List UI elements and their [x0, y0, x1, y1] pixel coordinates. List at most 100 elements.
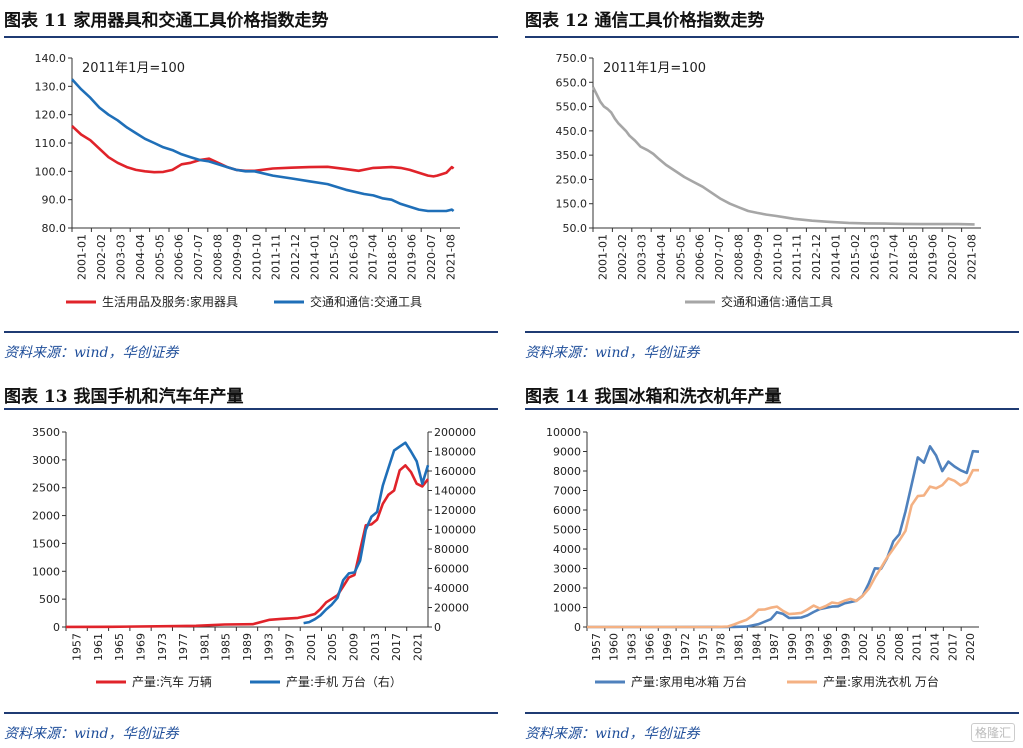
y-tick-label: 2500 [32, 482, 60, 495]
x-tick-label: 1984 [750, 633, 763, 661]
series-line [71, 78, 455, 213]
x-tick-label: 2002-02 [95, 234, 108, 280]
source-note: 资料来源：wind，华创证券 [525, 726, 700, 742]
x-tick-label: 2015-02 [328, 234, 341, 280]
y-tick-label: 1500 [32, 537, 60, 550]
x-tick-label: 2009-09 [752, 234, 765, 280]
y-tick-label: 7000 [553, 485, 581, 498]
y2-tick-label: 200000 [434, 426, 476, 439]
x-tick-label: 1999 [839, 633, 852, 661]
x-tick-label: 2004-04 [655, 234, 668, 280]
x-tick-label: 1989 [241, 633, 254, 661]
x-tick-label: 2003-03 [115, 234, 128, 280]
x-tick-label: 1993 [804, 633, 817, 661]
x-tick-label: 2008 [893, 633, 906, 661]
series-line [587, 445, 980, 629]
legend-label: 生活用品及服务:家用器具 [102, 294, 238, 309]
y2-tick-label: 60000 [434, 563, 469, 576]
x-tick-label: 1997 [284, 633, 297, 661]
x-tick-label: 2014 [928, 633, 941, 661]
y-tick-label: 3000 [553, 563, 581, 576]
y-tick-label: 2000 [32, 510, 60, 523]
y-tick-label: 130.0 [35, 80, 67, 93]
y2-tick-label: 80000 [434, 543, 469, 556]
x-tick-label: 2005 [875, 633, 888, 661]
x-tick-label: 2014-01 [309, 234, 322, 280]
panel-phone-car-output: 图表 13 我国手机和汽车年产量 0 500 1000 1500 2000 2500 300… [4, 378, 498, 746]
title-rule [4, 36, 498, 38]
x-tick-label: 2004-04 [134, 234, 147, 280]
x-tick-label: 2009 [347, 633, 360, 661]
x-tick-label: 2009-09 [231, 234, 244, 280]
y-tick-label: 6000 [553, 504, 581, 517]
y-tick-label: 2000 [553, 582, 581, 595]
y-tick-label: 4000 [553, 543, 581, 556]
y-tick-label: 250.0 [556, 173, 588, 186]
x-tick-label: 1963 [626, 633, 639, 661]
y-tick-label: 9000 [553, 446, 581, 459]
y2-tick-label: 100000 [434, 524, 476, 537]
x-tick-label: 2003-03 [636, 234, 649, 280]
y-tick-label: 1000 [553, 602, 581, 615]
watermark-logo: 格隆汇 [970, 723, 1015, 742]
x-tick-label: 2017 [390, 633, 403, 661]
chart-price-index-telecom: 50.0 150.0 250.0 350.0 450.0 550.0 650.0 750.0 2… [556, 52, 981, 309]
title-rule [4, 408, 498, 410]
x-tick-label: 2011-11 [270, 234, 283, 280]
x-tick-label: 1965 [113, 633, 126, 661]
y-tick-label: 5000 [553, 524, 581, 537]
panel-title: 图表 13 我国手机和汽车年产量 [4, 387, 244, 407]
x-tick-label: 2012-12 [810, 234, 823, 280]
y-tick-label: 10000 [546, 426, 581, 439]
source-note: 资料来源：wind，华创证券 [525, 345, 700, 361]
x-tick-label: 2011-11 [791, 234, 804, 280]
x-tick-label: 1975 [697, 633, 710, 661]
x-tick-label: 2017 [946, 633, 959, 661]
x-tick-label: 2010-10 [771, 234, 784, 280]
y-tick-label: 110.0 [35, 137, 67, 150]
x-tick-label: 2010-10 [250, 234, 263, 280]
y2-tick-label: 140000 [434, 485, 476, 498]
panel-title: 图表 14 我国冰箱和洗衣机年产量 [525, 387, 782, 407]
x-tick-label: 2015-02 [849, 234, 862, 280]
x-tick-label: 1987 [768, 633, 781, 661]
legend-label: 产量:汽车 万辆 [132, 674, 212, 689]
x-tick-label: 2007-07 [713, 234, 726, 280]
x-tick-label: 1957 [590, 633, 603, 661]
x-tick-label: 1972 [679, 633, 692, 661]
x-tick-label: 1981 [732, 633, 745, 661]
x-tick-label: 2008-08 [212, 234, 225, 280]
x-tick-label: 2002-02 [616, 234, 629, 280]
panel-title: 图表 11 家用器具和交通工具价格指数走势 [4, 11, 329, 31]
x-tick-label: 2008-08 [733, 234, 746, 280]
x-tick-label: 2001-01 [76, 234, 89, 280]
y-tick-label: 150.0 [556, 198, 588, 211]
y-tick-label: 1000 [32, 565, 60, 578]
x-tick-label: 2021-08 [444, 234, 457, 280]
y2-tick-label: 0 [434, 621, 441, 634]
x-tick-label: 2011 [911, 633, 924, 661]
x-tick-label: 1969 [135, 633, 148, 661]
bottom-rule [4, 712, 498, 714]
y-tick-label: 80.0 [42, 222, 67, 235]
y2-tick-label: 40000 [434, 582, 469, 595]
y-tick-label: 650.0 [556, 76, 588, 89]
y-tick-label: 0 [574, 621, 581, 634]
x-tick-label: 2018-05 [386, 234, 399, 280]
x-tick-label: 2005 [326, 633, 339, 661]
x-tick-label: 1981 [198, 633, 211, 661]
x-tick-label: 2006-06 [694, 234, 707, 280]
x-tick-label: 2007-07 [192, 234, 205, 280]
source-note: 资料来源：wind，华创证券 [4, 345, 179, 361]
x-tick-label: 1996 [822, 633, 835, 661]
series-line [303, 441, 430, 625]
x-tick-label: 2005-05 [153, 234, 166, 280]
x-tick-label: 1993 [262, 633, 275, 661]
y-tick-label: 140.0 [35, 52, 67, 65]
bottom-rule [4, 331, 498, 333]
legend-label: 交通和通信:通信工具 [721, 294, 833, 309]
y-tick-label: 3500 [32, 426, 60, 439]
x-tick-label: 2021-08 [965, 234, 978, 280]
legend-label: 交通和通信:交通工具 [310, 294, 422, 309]
x-tick-label: 1985 [220, 633, 233, 661]
